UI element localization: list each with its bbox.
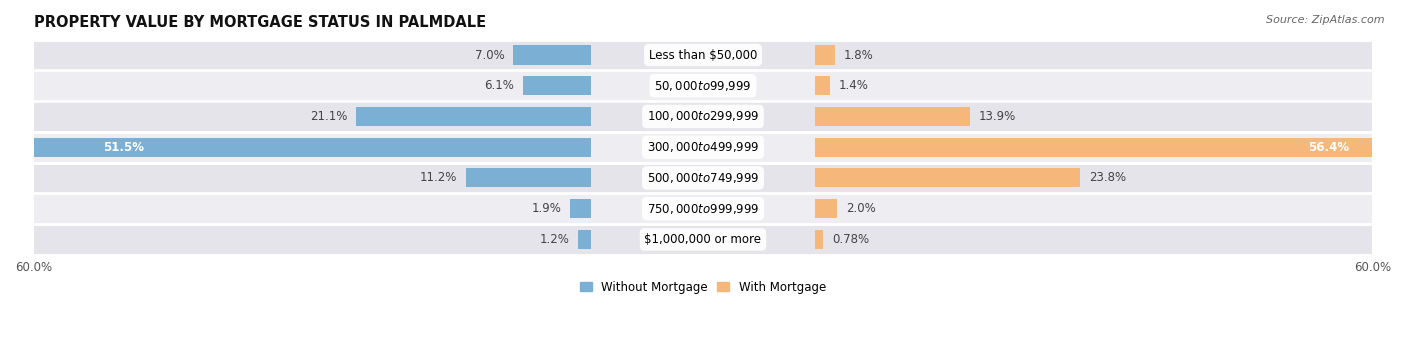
Bar — [814, 107, 970, 126]
Text: 51.5%: 51.5% — [103, 141, 143, 154]
Text: 13.9%: 13.9% — [979, 110, 1017, 123]
Bar — [523, 76, 592, 95]
Bar — [814, 138, 1406, 157]
Text: PROPERTY VALUE BY MORTGAGE STATUS IN PALMDALE: PROPERTY VALUE BY MORTGAGE STATUS IN PAL… — [34, 15, 485, 30]
Bar — [814, 230, 824, 249]
Text: $500,000 to $749,999: $500,000 to $749,999 — [647, 171, 759, 185]
Text: $1,000,000 or more: $1,000,000 or more — [644, 233, 762, 246]
Text: 1.2%: 1.2% — [540, 233, 569, 246]
Bar — [34, 70, 1372, 101]
Text: $100,000 to $299,999: $100,000 to $299,999 — [647, 109, 759, 123]
Bar — [17, 138, 592, 157]
Bar — [467, 168, 592, 187]
Bar — [34, 224, 1372, 255]
Bar — [34, 40, 1372, 70]
Text: $50,000 to $99,999: $50,000 to $99,999 — [654, 79, 752, 93]
Text: 1.9%: 1.9% — [531, 202, 561, 215]
Text: 7.0%: 7.0% — [475, 49, 505, 62]
Text: 1.4%: 1.4% — [839, 79, 869, 92]
Bar — [356, 107, 592, 126]
Text: 2.0%: 2.0% — [846, 202, 876, 215]
Bar — [814, 76, 830, 95]
Legend: Without Mortgage, With Mortgage: Without Mortgage, With Mortgage — [575, 276, 831, 299]
Text: Source: ZipAtlas.com: Source: ZipAtlas.com — [1267, 15, 1385, 25]
Bar — [814, 199, 837, 218]
Bar — [571, 199, 592, 218]
Text: $300,000 to $499,999: $300,000 to $499,999 — [647, 140, 759, 154]
Bar — [34, 132, 1372, 163]
Text: 1.8%: 1.8% — [844, 49, 873, 62]
Bar — [34, 101, 1372, 132]
Bar — [578, 230, 592, 249]
Text: $750,000 to $999,999: $750,000 to $999,999 — [647, 202, 759, 216]
Text: 6.1%: 6.1% — [485, 79, 515, 92]
Text: 0.78%: 0.78% — [832, 233, 869, 246]
Bar — [814, 168, 1080, 187]
Text: 23.8%: 23.8% — [1090, 171, 1126, 184]
Text: 11.2%: 11.2% — [420, 171, 457, 184]
Text: 56.4%: 56.4% — [1309, 141, 1350, 154]
Bar — [34, 193, 1372, 224]
Text: Less than $50,000: Less than $50,000 — [648, 49, 758, 62]
Bar — [513, 46, 592, 65]
Bar — [814, 46, 835, 65]
Bar — [34, 163, 1372, 193]
Text: 21.1%: 21.1% — [309, 110, 347, 123]
